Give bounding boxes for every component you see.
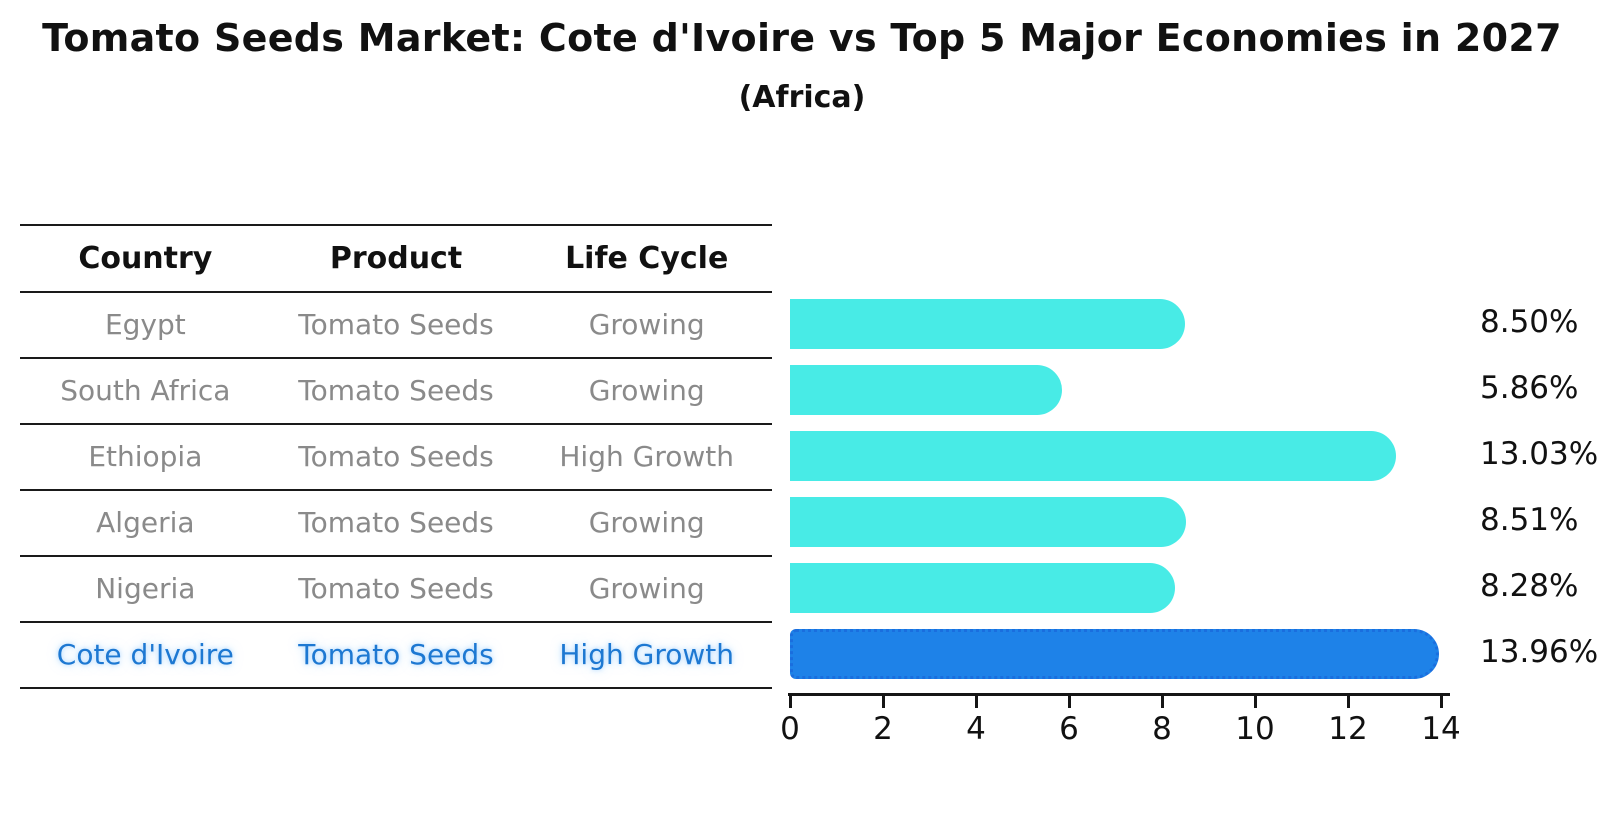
cell-life_cycle-egypt: Growing	[588, 308, 705, 341]
x-tick-label-14: 14	[1421, 711, 1461, 747]
x-tick-label-4: 4	[966, 711, 986, 747]
value-label-algeria: 8.51%	[1480, 502, 1579, 538]
column-header-life-cycle: Life Cycle	[565, 240, 729, 276]
table-row-ethiopia: Ethiopia Tomato Seeds High Growth	[20, 425, 772, 491]
chart-subtitle: (Africa)	[738, 80, 866, 115]
x-tick-12	[1346, 696, 1350, 708]
cell-life_cycle-south-africa: Growing	[588, 374, 705, 407]
cell-life_cycle-nigeria: Growing	[588, 572, 705, 605]
bar-algeria	[790, 497, 1186, 547]
bar-ethiopia	[790, 431, 1396, 481]
table-body: Egypt Tomato Seeds Growing South Africa Toma…	[20, 293, 772, 689]
x-tick-14	[1439, 696, 1443, 708]
cell-product-ethiopia: Tomato Seeds	[298, 440, 494, 473]
cell-life_cycle-ethiopia: High Growth	[559, 440, 734, 473]
x-tick-label-2: 2	[873, 711, 893, 747]
x-tick-label-0: 0	[780, 711, 800, 747]
bar-south-africa	[790, 365, 1063, 415]
cell-country-cote-d-ivoire: Cote d'Ivoire	[56, 638, 234, 671]
x-tick-2	[881, 696, 885, 708]
x-tick-0	[788, 696, 792, 708]
table-row-algeria: Algeria Tomato Seeds Growing	[20, 491, 772, 557]
x-tick-label-8: 8	[1152, 711, 1172, 747]
cell-country-south-africa: South Africa	[60, 374, 231, 407]
table-row-south-africa: South Africa Tomato Seeds Growing	[20, 359, 772, 425]
column-header-product: Product	[329, 240, 463, 276]
cell-life_cycle-cote-d-ivoire: High Growth	[559, 638, 734, 671]
x-tick-10	[1253, 696, 1257, 708]
cell-product-egypt: Tomato Seeds	[298, 308, 494, 341]
value-label-nigeria: 8.28%	[1480, 568, 1579, 604]
table-row-egypt: Egypt Tomato Seeds Growing	[20, 293, 772, 359]
cell-country-nigeria: Nigeria	[95, 572, 196, 605]
x-axis-line	[788, 693, 1450, 696]
cell-product-south-africa: Tomato Seeds	[298, 374, 494, 407]
table-header-row: Country Product Life Cycle	[20, 226, 772, 293]
x-tick-6	[1067, 696, 1071, 708]
cell-product-nigeria: Tomato Seeds	[298, 572, 494, 605]
cell-country-egypt: Egypt	[104, 308, 186, 341]
bar-egypt	[790, 299, 1186, 349]
x-tick-label-6: 6	[1059, 711, 1079, 747]
value-label-cote-d-ivoire: 13.96%	[1480, 634, 1599, 670]
bar-nigeria	[790, 563, 1176, 613]
value-label-egypt: 8.50%	[1480, 304, 1579, 340]
cell-country-algeria: Algeria	[96, 506, 195, 539]
table-row-cote-d-ivoire: Cote d'Ivoire Tomato Seeds High Growth	[20, 623, 772, 689]
column-header-country: Country	[78, 240, 213, 276]
cell-life_cycle-algeria: Growing	[588, 506, 705, 539]
cell-country-ethiopia: Ethiopia	[88, 440, 203, 473]
cell-product-algeria: Tomato Seeds	[298, 506, 494, 539]
x-tick-4	[974, 696, 978, 708]
chart-title: Tomato Seeds Market: Cote d'Ivoire vs To…	[42, 16, 1562, 60]
country-table: Country Product Life Cycle Egypt Tomato See…	[20, 224, 772, 689]
bar-cote-d-ivoire	[790, 629, 1440, 679]
table-row-nigeria: Nigeria Tomato Seeds Growing	[20, 557, 772, 623]
x-tick-label-12: 12	[1328, 711, 1368, 747]
x-tick-label-10: 10	[1235, 711, 1275, 747]
value-label-south-africa: 5.86%	[1480, 370, 1579, 406]
value-label-ethiopia: 13.03%	[1480, 436, 1599, 472]
cell-product-cote-d-ivoire: Tomato Seeds	[298, 638, 494, 671]
x-tick-8	[1160, 696, 1164, 708]
